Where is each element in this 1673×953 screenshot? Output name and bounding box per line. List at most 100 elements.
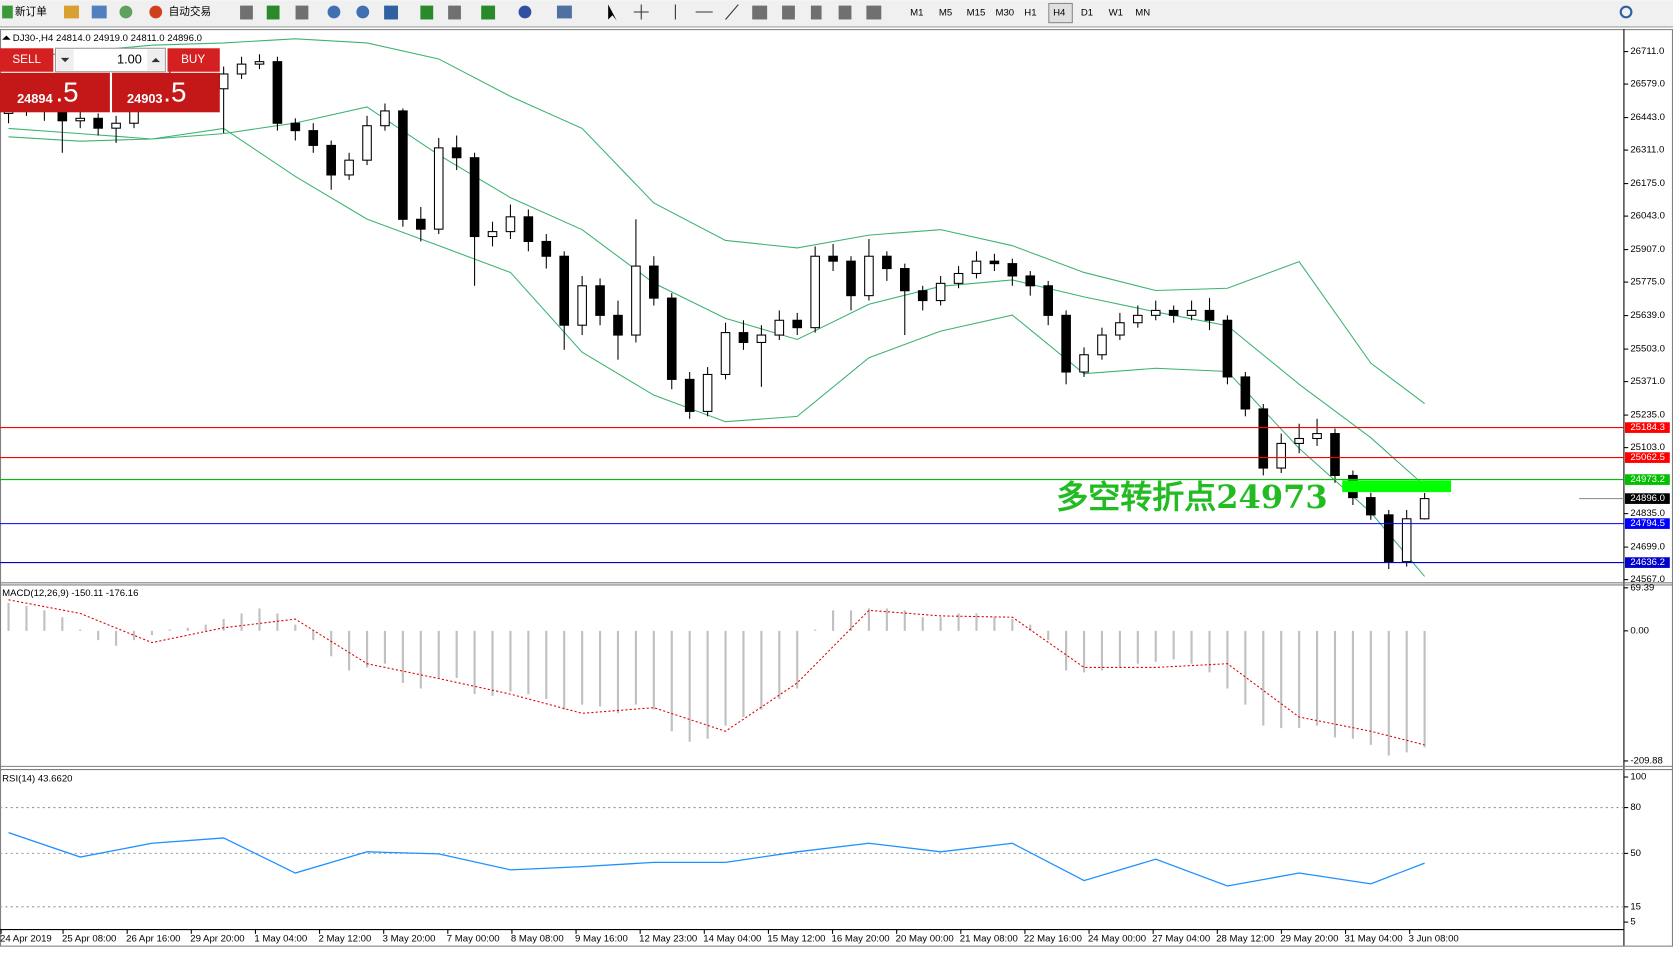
tool-icon[interactable] <box>810 5 822 20</box>
draw-icons[interactable] <box>674 4 739 20</box>
y-tick-label: 26311.0 <box>1630 145 1664 156</box>
tool-icon[interactable] <box>866 5 882 20</box>
tool-icon[interactable] <box>481 5 496 20</box>
candle-body <box>1276 442 1287 469</box>
y-tick-label: 26579.0 <box>1630 79 1665 90</box>
tool-icon[interactable] <box>518 5 532 19</box>
candle-body <box>1079 354 1089 373</box>
turning-zone <box>1342 480 1452 493</box>
tool-icon[interactable] <box>295 5 309 20</box>
new-order-icon[interactable] <box>2 5 13 19</box>
time-label: 9 May 16:00 <box>575 934 628 945</box>
time-label: 3 May 20:00 <box>383 934 436 945</box>
search-icon[interactable] <box>1619 5 1633 19</box>
timeframe-button[interactable]: M1 <box>910 8 923 19</box>
candle-body <box>649 265 659 299</box>
y-tick-label: 25103.0 <box>1630 442 1665 453</box>
candle-body <box>362 125 372 161</box>
time-label: 16 May 20:00 <box>831 934 889 945</box>
active-timeframe[interactable] <box>1048 2 1073 24</box>
buy-button[interactable] <box>167 48 220 72</box>
y-tick-label: 25235.0 <box>1630 410 1665 421</box>
candle-body <box>666 297 677 380</box>
lot-value[interactable]: 1.00 <box>117 51 142 66</box>
chart-header: DJ30-,H4 24814.0 24919.0 24811.0 24896.0 <box>13 33 202 44</box>
time-label: 29 May 20:00 <box>1280 934 1338 945</box>
tool-icon[interactable] <box>752 5 768 20</box>
current-price-label: 24896.0 <box>1630 493 1665 504</box>
candle-body <box>308 130 319 146</box>
toolbar-icon[interactable] <box>91 5 107 19</box>
timeframe-button[interactable]: H1 <box>1024 8 1036 19</box>
cursor-icon[interactable] <box>608 4 617 21</box>
tool-icon[interactable] <box>327 5 341 19</box>
toolbar-icon[interactable] <box>119 5 133 19</box>
lot-down-arrow <box>60 57 70 63</box>
buy-price-box[interactable] <box>112 72 220 113</box>
price-level-label: 24636.2 <box>1630 557 1665 568</box>
candle-body <box>631 265 641 336</box>
tool-icon[interactable] <box>420 5 434 20</box>
sell-price-box[interactable] <box>0 72 110 113</box>
time-label: 24 Apr 2019 <box>0 934 52 945</box>
sell-label[interactable]: SELL <box>12 53 41 66</box>
buy-label[interactable]: BUY <box>181 53 205 66</box>
candle-body <box>828 255 838 262</box>
bollinger-band <box>8 38 1425 405</box>
candle-body <box>487 231 498 238</box>
tool-icon[interactable] <box>556 5 572 19</box>
annotation: 多空转折点24973 <box>1056 478 1327 516</box>
candle-body <box>236 63 247 75</box>
candle-body <box>1186 309 1197 316</box>
candle-body <box>416 218 426 230</box>
time-label: 12 May 23:00 <box>639 934 697 945</box>
auto-trade[interactable]: 自动交易 <box>169 5 212 18</box>
time-label: 20 May 00:00 <box>896 934 954 945</box>
timeframes: M1 M5 M15 M30 H1 H4 D1 W1 MN <box>910 2 1150 24</box>
candle-body <box>1043 285 1053 316</box>
timeframe-button[interactable]: W1 <box>1109 8 1123 19</box>
tool-icon[interactable] <box>240 5 253 20</box>
tool-icon[interactable] <box>356 5 370 19</box>
timeframe-button[interactable]: M30 <box>995 8 1014 19</box>
time-label: 8 May 08:00 <box>511 934 564 945</box>
candle-body <box>451 147 462 159</box>
new-order[interactable]: 新订单 <box>15 5 47 18</box>
timeframe-button[interactable]: M15 <box>967 8 986 19</box>
candle-body <box>344 159 354 176</box>
plot: 26711.0 26579.0 26443.0 26311.0 26175.0 26043… <box>0 38 1670 945</box>
sell-button[interactable] <box>0 48 54 72</box>
crosshair-icon[interactable] <box>633 4 649 20</box>
y-tick-label: 26175.0 <box>1630 178 1665 189</box>
candle-body <box>1133 314 1143 324</box>
tool-icon[interactable] <box>838 5 852 20</box>
tool-icon[interactable] <box>384 5 398 20</box>
sell-price: 24894 <box>17 91 53 106</box>
price-level-tag <box>1624 474 1670 485</box>
chart-frame <box>0 29 1673 947</box>
timeframe-button[interactable]: D1 <box>1081 8 1093 19</box>
candle-body <box>75 117 86 122</box>
candle-body <box>1294 437 1304 444</box>
time-label: 2 May 12:00 <box>318 934 371 945</box>
time-label: 3 Jun 08:00 <box>1409 934 1459 945</box>
macd-header: MACD(12,26,9) -150.11 -176.16 <box>2 588 138 599</box>
timeframe-button[interactable]: M5 <box>939 8 952 19</box>
candle-body <box>559 255 570 326</box>
timeframe-button[interactable]: H4 <box>1053 8 1066 19</box>
tool-icon[interactable] <box>782 5 795 20</box>
timeframe-button[interactable]: MN <box>1135 8 1150 19</box>
tool-icon[interactable] <box>448 5 461 20</box>
chart-marker <box>2 35 11 40</box>
lot-up-arrow <box>151 57 161 63</box>
auto-trade-icon[interactable] <box>149 5 163 19</box>
y-tick-label: -209.88 <box>1630 755 1663 766</box>
candle-body <box>577 285 587 326</box>
candle-body <box>1401 518 1412 563</box>
lot-spinner[interactable] <box>54 47 166 73</box>
price-level-label: 25184.3 <box>1630 422 1665 433</box>
tool-icon[interactable] <box>266 5 280 20</box>
toolbar-icon[interactable] <box>64 5 79 19</box>
candle-body <box>111 122 121 129</box>
